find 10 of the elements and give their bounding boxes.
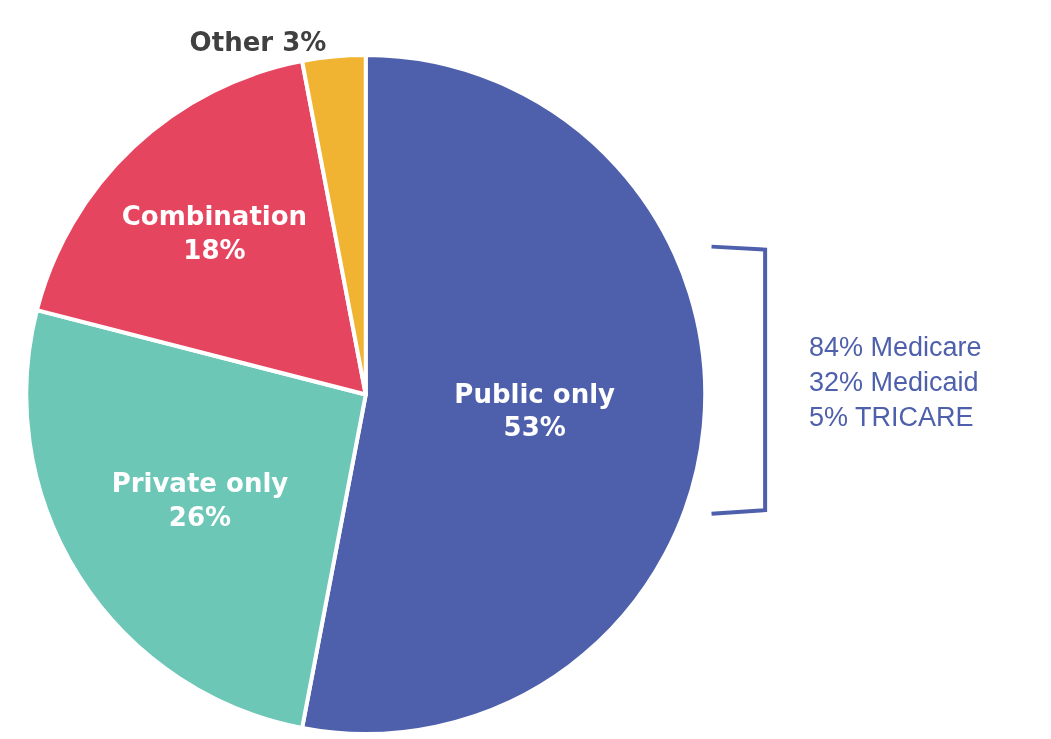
slice-label: Other 3% xyxy=(189,26,327,57)
slice-label: Private only xyxy=(111,467,289,498)
text: 84% Medicare xyxy=(809,332,982,362)
slice-label: Public only xyxy=(454,378,616,409)
data-label: 26% xyxy=(168,501,232,532)
text: 32% Medicaid xyxy=(809,367,979,398)
slice-label: Combination xyxy=(121,201,308,232)
data-label: 53% xyxy=(503,412,566,443)
data-label: 18% xyxy=(183,235,246,266)
text: 5% TRICARE xyxy=(809,402,974,433)
